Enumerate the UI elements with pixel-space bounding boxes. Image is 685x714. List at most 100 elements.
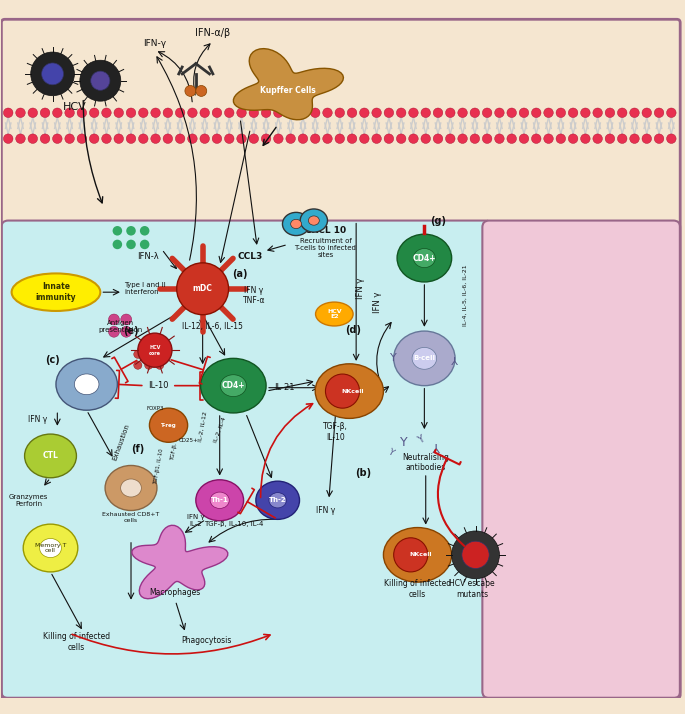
Circle shape: [667, 134, 676, 144]
Circle shape: [630, 134, 639, 144]
Text: Innate
immunity: Innate immunity: [36, 283, 76, 302]
Circle shape: [126, 226, 136, 236]
Circle shape: [630, 108, 639, 118]
Circle shape: [249, 108, 258, 118]
Circle shape: [3, 108, 13, 118]
Circle shape: [101, 134, 111, 144]
Circle shape: [335, 108, 345, 118]
Circle shape: [126, 134, 136, 144]
Text: Type I and II
interferon: Type I and II interferon: [124, 282, 166, 296]
Text: FOXP3: FOXP3: [146, 406, 164, 411]
Ellipse shape: [40, 538, 62, 558]
Text: Y: Y: [386, 448, 395, 458]
Circle shape: [126, 240, 136, 249]
Ellipse shape: [121, 479, 141, 497]
Polygon shape: [132, 526, 228, 599]
Text: TGF-β, IL-10, IL-4: TGF-β, IL-10, IL-4: [203, 521, 263, 527]
Ellipse shape: [282, 212, 310, 236]
Circle shape: [409, 108, 419, 118]
Circle shape: [532, 108, 541, 118]
Circle shape: [593, 108, 602, 118]
Text: Y: Y: [400, 436, 408, 449]
Text: IFN γ: IFN γ: [373, 292, 382, 313]
Text: HCV
E2: HCV E2: [327, 308, 342, 319]
Circle shape: [31, 52, 75, 96]
Circle shape: [581, 134, 590, 144]
Circle shape: [642, 108, 651, 118]
Text: (g): (g): [430, 216, 446, 226]
Circle shape: [138, 333, 172, 367]
Text: CXCL 10: CXCL 10: [305, 226, 346, 236]
Text: CCL3: CCL3: [238, 251, 263, 261]
Text: IFN-α/β: IFN-α/β: [195, 28, 231, 38]
Circle shape: [323, 134, 332, 144]
Circle shape: [433, 108, 443, 118]
Text: Macrophages: Macrophages: [150, 588, 201, 597]
Circle shape: [237, 134, 247, 144]
Text: HCV
core: HCV core: [149, 345, 161, 356]
Circle shape: [90, 134, 99, 144]
Circle shape: [28, 108, 38, 118]
Circle shape: [347, 134, 357, 144]
Circle shape: [397, 108, 406, 118]
Text: CD4+: CD4+: [221, 381, 245, 390]
Circle shape: [421, 108, 430, 118]
Circle shape: [433, 134, 443, 144]
Circle shape: [77, 134, 87, 144]
Circle shape: [53, 134, 62, 144]
Circle shape: [90, 108, 99, 118]
Circle shape: [409, 134, 419, 144]
Circle shape: [200, 134, 210, 144]
Circle shape: [225, 108, 234, 118]
Text: B-cell: B-cell: [413, 356, 436, 361]
Ellipse shape: [414, 248, 435, 268]
Text: CD25+: CD25+: [179, 438, 199, 443]
Circle shape: [445, 134, 455, 144]
Ellipse shape: [221, 375, 247, 396]
Ellipse shape: [412, 348, 436, 369]
Text: HCV escape
mutants: HCV escape mutants: [449, 579, 495, 598]
Ellipse shape: [210, 492, 229, 508]
Text: mDC: mDC: [192, 284, 212, 293]
Circle shape: [65, 134, 75, 144]
Text: IL-12, IL-6, IL-15: IL-12, IL-6, IL-15: [182, 322, 243, 331]
Circle shape: [177, 263, 229, 315]
Ellipse shape: [196, 480, 244, 521]
Text: NKcell: NKcell: [342, 388, 364, 393]
Ellipse shape: [397, 234, 451, 282]
Circle shape: [495, 134, 504, 144]
Circle shape: [200, 108, 210, 118]
Circle shape: [286, 108, 295, 118]
Circle shape: [249, 134, 258, 144]
Text: Killing of infected
cells: Killing of infected cells: [384, 579, 451, 598]
Text: IFN-γ: IFN-γ: [143, 39, 166, 48]
Circle shape: [617, 134, 627, 144]
Circle shape: [145, 350, 153, 358]
Circle shape: [80, 60, 121, 101]
Circle shape: [138, 134, 148, 144]
Text: IL-2, IL-12: IL-2, IL-12: [197, 411, 208, 442]
Circle shape: [421, 134, 430, 144]
Circle shape: [212, 134, 222, 144]
Text: Granzymes
Perforin: Granzymes Perforin: [9, 494, 49, 507]
Circle shape: [394, 538, 427, 572]
FancyBboxPatch shape: [482, 221, 680, 698]
Circle shape: [581, 108, 590, 118]
Circle shape: [495, 108, 504, 118]
Ellipse shape: [269, 493, 286, 508]
Circle shape: [654, 134, 664, 144]
Circle shape: [225, 134, 234, 144]
Circle shape: [273, 108, 283, 118]
Circle shape: [53, 108, 62, 118]
Ellipse shape: [256, 481, 299, 519]
Circle shape: [360, 134, 369, 144]
Circle shape: [28, 134, 38, 144]
Circle shape: [155, 350, 164, 358]
Text: Y: Y: [451, 353, 458, 363]
Circle shape: [556, 108, 566, 118]
Text: Exhaustion: Exhaustion: [111, 423, 130, 461]
Circle shape: [151, 134, 160, 144]
Text: Y: Y: [416, 434, 426, 446]
Circle shape: [145, 361, 153, 369]
Circle shape: [458, 108, 467, 118]
